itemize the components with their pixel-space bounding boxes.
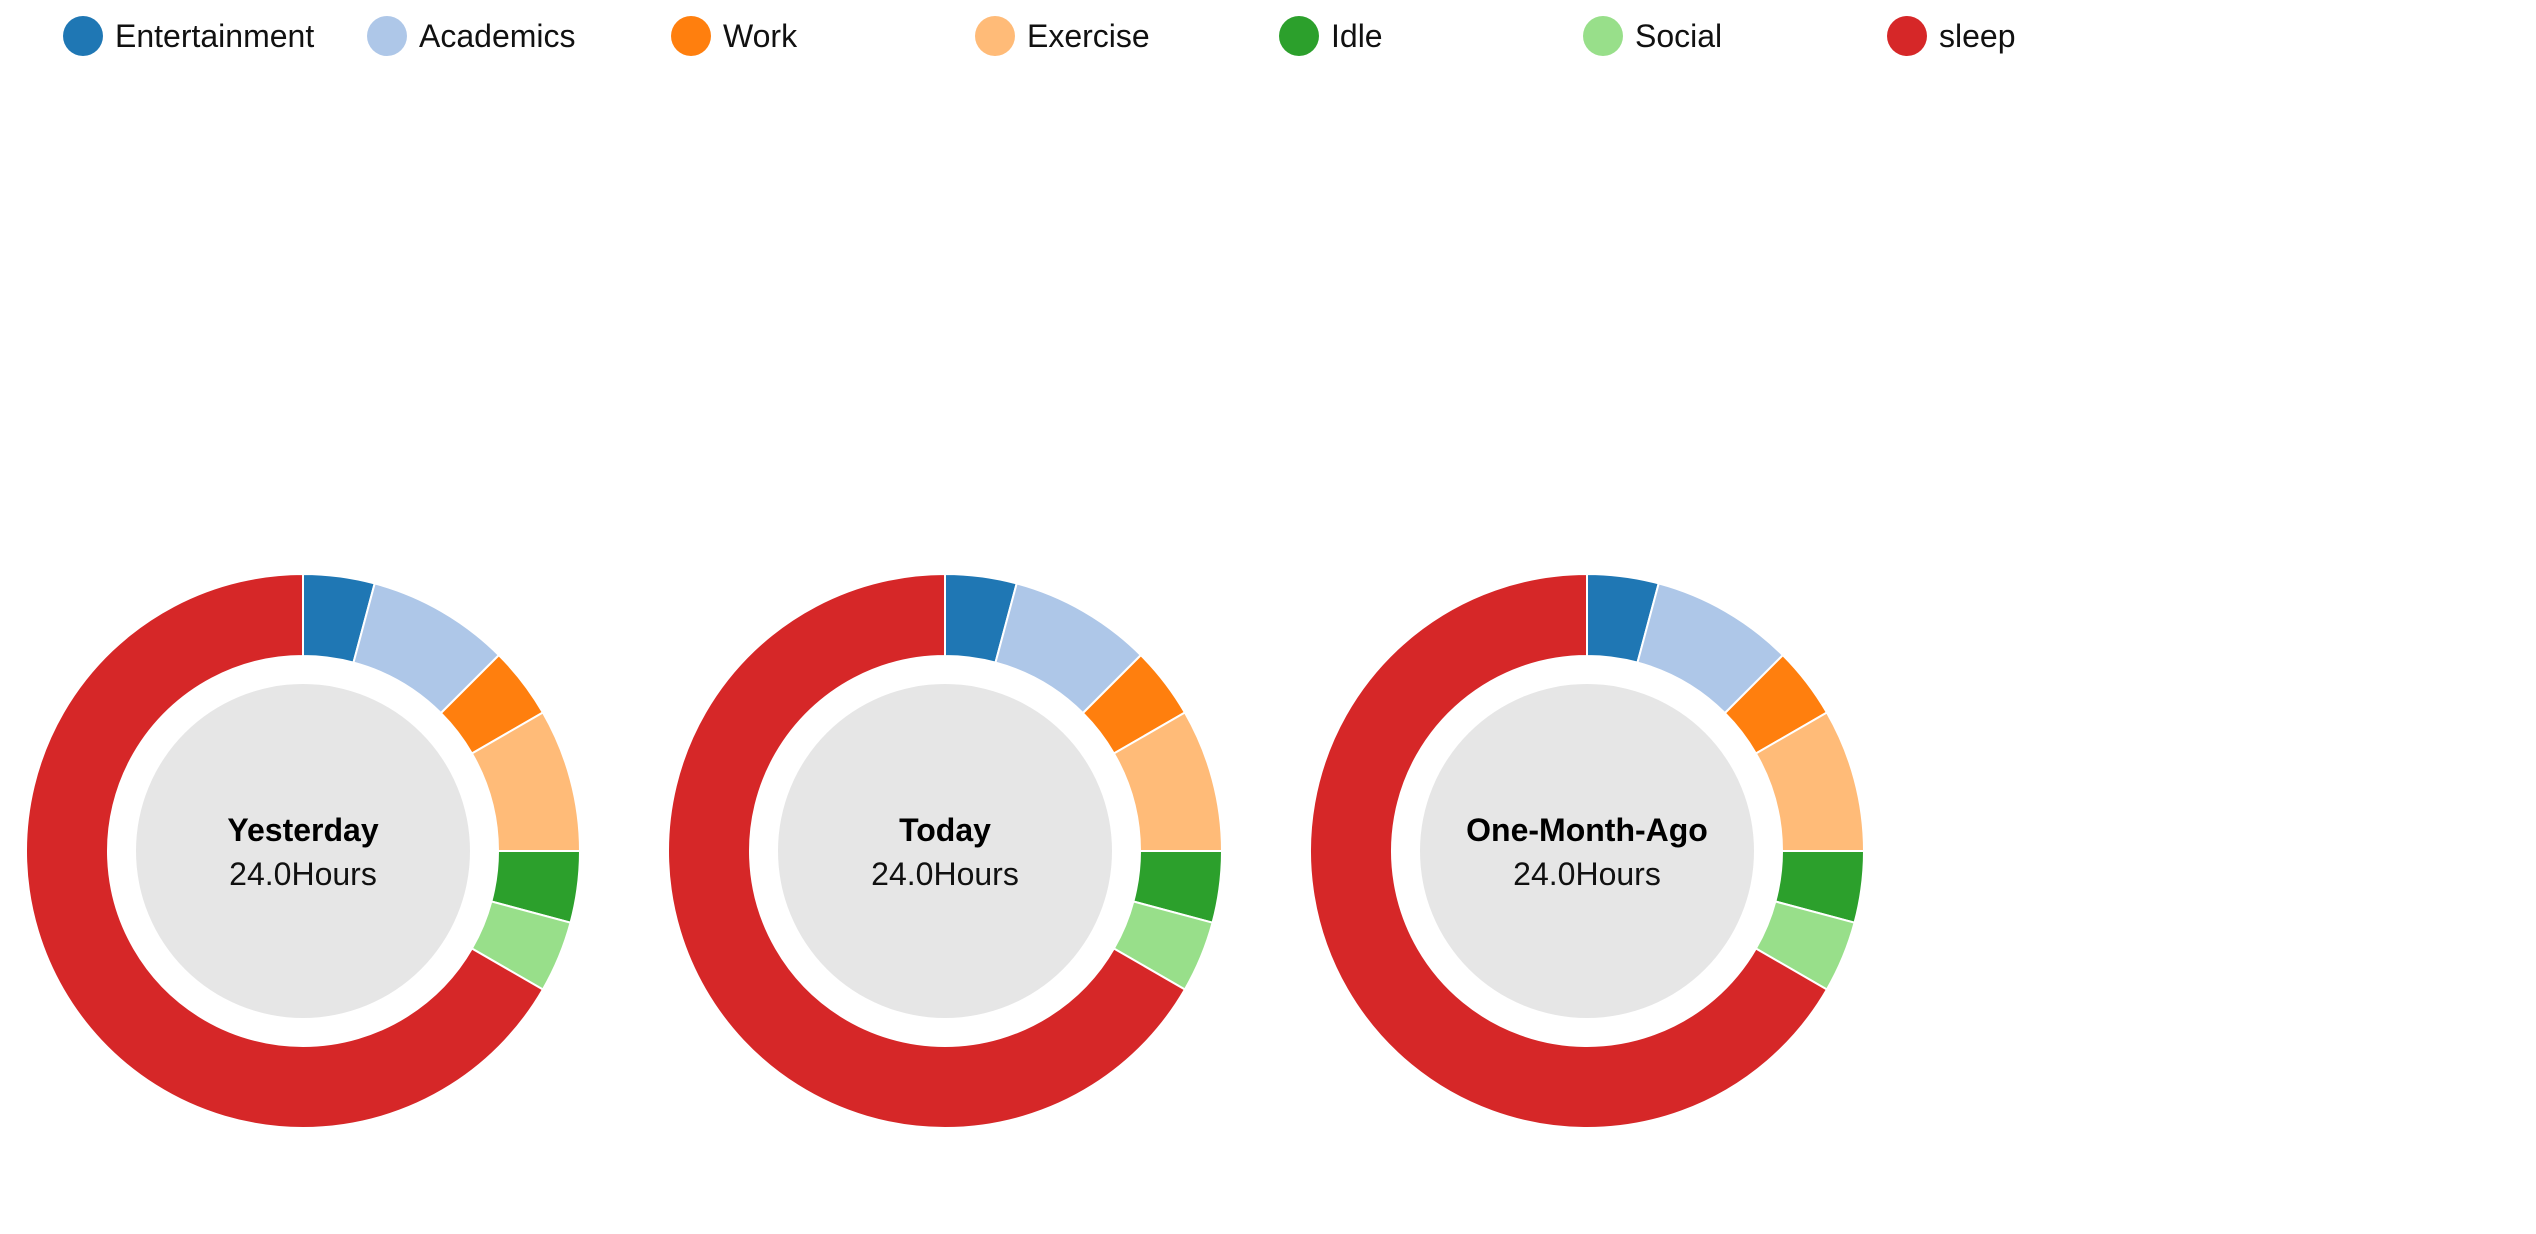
legend-label-entertainment: Entertainment — [115, 18, 314, 54]
donut-chart-one-month-ago: One-Month-Ago 24.0Hours — [1309, 572, 1866, 1129]
slice-sleep — [1309, 572, 1829, 1129]
center-disc — [136, 684, 470, 1018]
donut-chart-today: Today 24.0Hours — [667, 572, 1224, 1129]
legend-label-work: Work — [723, 18, 798, 54]
legend-label-academics: Academics — [419, 18, 576, 54]
chart-total-hours: 24.0Hours — [229, 856, 377, 892]
legend-swatch-social — [1583, 16, 1623, 56]
slice-sleep — [667, 572, 1187, 1129]
legend-label-idle: Idle — [1331, 18, 1383, 54]
legend-item-academics: Academics — [367, 16, 576, 56]
donut-chart-yesterday: Yesterday 24.0Hours — [25, 572, 582, 1129]
slice-sleep — [25, 572, 545, 1129]
legend-item-work: Work — [671, 16, 798, 56]
legend-item-entertainment: Entertainment — [63, 16, 314, 56]
chart-title: One-Month-Ago — [1466, 812, 1708, 848]
chart-total-hours: 24.0Hours — [871, 856, 1019, 892]
chart-total-hours: 24.0Hours — [1513, 856, 1661, 892]
center-disc — [1420, 684, 1754, 1018]
legend-label-exercise: Exercise — [1027, 18, 1150, 54]
legend-item-idle: Idle — [1279, 16, 1383, 56]
center-disc — [778, 684, 1112, 1018]
legend: Entertainment Academics Work Exercise Idle So… — [63, 16, 2016, 56]
legend-swatch-exercise — [975, 16, 1015, 56]
legend-swatch-academics — [367, 16, 407, 56]
legend-item-social: Social — [1583, 16, 1722, 56]
legend-swatch-sleep — [1887, 16, 1927, 56]
chart-title: Yesterday — [227, 812, 378, 848]
legend-swatch-entertainment — [63, 16, 103, 56]
legend-item-exercise: Exercise — [975, 16, 1150, 56]
legend-swatch-work — [671, 16, 711, 56]
legend-swatch-idle — [1279, 16, 1319, 56]
chart-title: Today — [899, 812, 991, 848]
legend-item-sleep: sleep — [1887, 16, 2016, 56]
legend-label-sleep: sleep — [1939, 18, 2016, 54]
legend-label-social: Social — [1635, 18, 1722, 54]
